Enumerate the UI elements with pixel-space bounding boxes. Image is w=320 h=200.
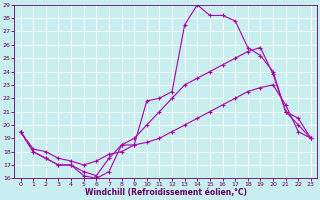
- X-axis label: Windchill (Refroidissement éolien,°C): Windchill (Refroidissement éolien,°C): [85, 188, 247, 197]
